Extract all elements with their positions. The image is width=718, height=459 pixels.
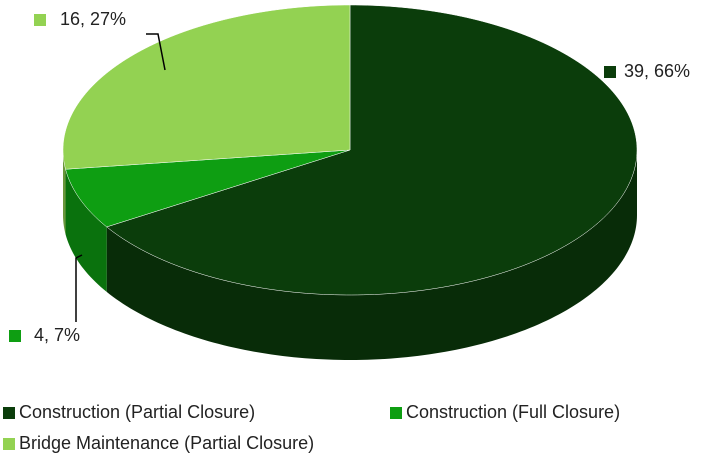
- legend-key: [3, 407, 15, 419]
- legend-key: [390, 407, 402, 419]
- label-key: [34, 14, 46, 26]
- slice: [62, 4, 351, 170]
- leader-line: [146, 33, 166, 71]
- legend-label: Bridge Maintenance (Partial Closure): [19, 433, 314, 453]
- data-label: 39, 66%: [624, 61, 690, 81]
- legend-label: Construction (Full Closure): [406, 402, 620, 422]
- leader-line: [75, 254, 83, 322]
- slice-side: [65, 169, 107, 292]
- label-key: [604, 66, 616, 78]
- slice: [65, 149, 351, 228]
- data-label: 16, 27%: [60, 9, 126, 29]
- slice-side: [106, 150, 638, 360]
- label-key: [9, 330, 21, 342]
- legend-key: [3, 438, 15, 450]
- slice-side: [63, 150, 66, 235]
- data-label: 4, 7%: [34, 325, 80, 345]
- legend-label: Construction (Partial Closure): [19, 402, 255, 422]
- slice: [106, 4, 638, 296]
